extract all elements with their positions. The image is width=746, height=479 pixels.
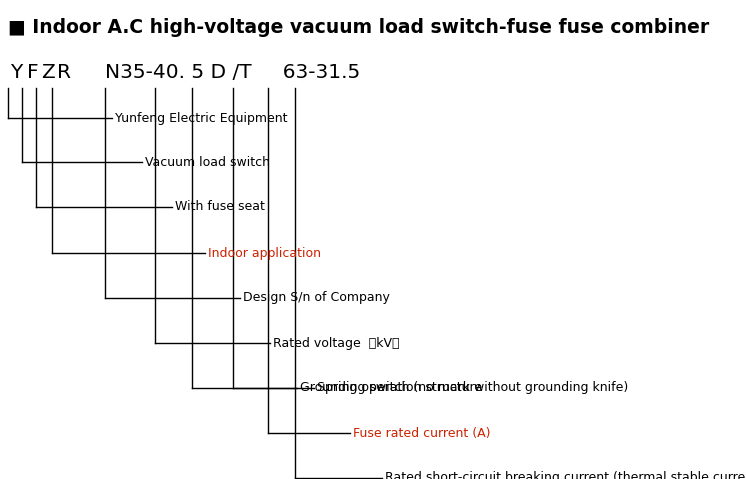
Text: Rated voltage  （kV）: Rated voltage （kV） xyxy=(273,337,400,350)
Text: 63-31.5: 63-31.5 xyxy=(270,62,360,81)
Text: ■ Indoor A.C high-voltage vacuum load switch-fuse fuse combiner: ■ Indoor A.C high-voltage vacuum load sw… xyxy=(8,18,709,37)
Text: Indoor application: Indoor application xyxy=(208,247,321,260)
Text: Design S/n of Company: Design S/n of Company xyxy=(243,292,390,305)
Text: N35-40. 5 D /T: N35-40. 5 D /T xyxy=(105,62,251,81)
Text: Y: Y xyxy=(10,62,22,81)
Text: Rated short-circuit breaking current (thermal stable current)  （kA）: Rated short-circuit breaking current (th… xyxy=(385,471,746,479)
Text: Fuse rated current (A): Fuse rated current (A) xyxy=(353,426,491,440)
Text: With fuse seat: With fuse seat xyxy=(175,201,265,214)
Text: Spring operation structure: Spring operation structure xyxy=(317,381,482,395)
Text: R: R xyxy=(57,62,71,81)
Text: Vacuum load switch: Vacuum load switch xyxy=(145,156,270,169)
Text: Grounding switch (no mark without grounding knife): Grounding switch (no mark without ground… xyxy=(300,381,628,395)
Text: Yunfeng Electric Equipment: Yunfeng Electric Equipment xyxy=(115,112,287,125)
Text: Z: Z xyxy=(41,62,54,81)
Text: F: F xyxy=(27,62,39,81)
